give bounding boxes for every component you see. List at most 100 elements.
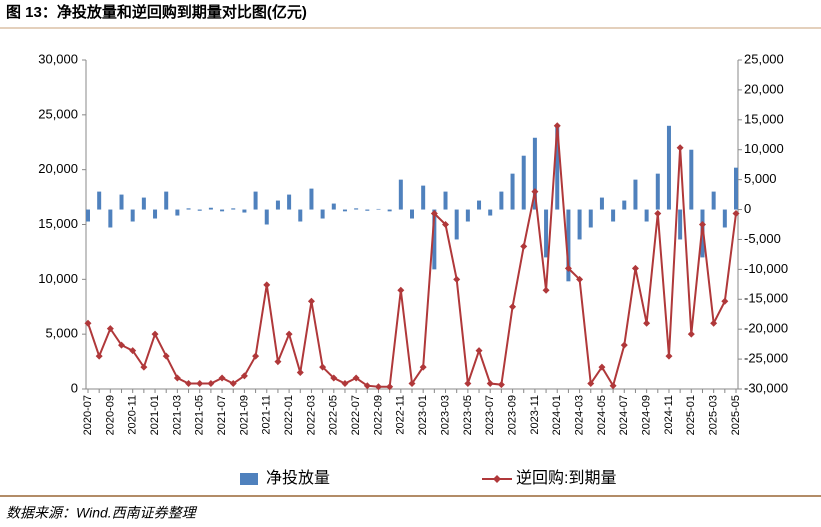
bar bbox=[644, 209, 649, 222]
y2-tick-label: -15,000 bbox=[744, 291, 788, 306]
x-tick-label: 2025-01 bbox=[685, 395, 697, 435]
line-marker bbox=[173, 374, 181, 382]
source: 数据来源：Wind.西南证券整理 bbox=[6, 505, 198, 521]
line-marker bbox=[274, 358, 282, 366]
x-tick-label: 2025-05 bbox=[730, 395, 742, 435]
bar bbox=[253, 191, 258, 210]
line-marker bbox=[687, 330, 695, 338]
line-marker bbox=[598, 363, 606, 371]
line-marker bbox=[497, 381, 505, 389]
line-marker bbox=[341, 380, 349, 388]
line-marker bbox=[576, 275, 584, 283]
bar bbox=[141, 197, 146, 210]
x-tick-label: 2020-09 bbox=[104, 395, 116, 435]
line-marker bbox=[218, 374, 226, 382]
x-tick-label: 2024-09 bbox=[641, 395, 653, 435]
bar bbox=[208, 207, 213, 210]
x-tick-label: 2024-07 bbox=[618, 395, 630, 435]
bar bbox=[398, 179, 403, 210]
x-tick-label: 2022-01 bbox=[283, 395, 295, 435]
x-tick-label: 2021-07 bbox=[216, 395, 228, 435]
bar bbox=[387, 209, 392, 212]
bar bbox=[622, 200, 627, 210]
line-marker bbox=[419, 363, 427, 371]
bar bbox=[264, 209, 269, 225]
bar bbox=[186, 208, 191, 210]
line-marker bbox=[307, 297, 315, 305]
x-tick-label: 2023-09 bbox=[506, 395, 518, 435]
bar bbox=[599, 197, 604, 210]
y2-tick-label: 20,000 bbox=[744, 81, 784, 96]
line-marker bbox=[453, 275, 461, 283]
line-marker bbox=[162, 352, 170, 360]
bar bbox=[354, 208, 359, 210]
y2-tick-label: -10,000 bbox=[744, 261, 788, 276]
bar bbox=[477, 200, 482, 210]
line-marker bbox=[330, 374, 338, 382]
line-marker bbox=[654, 210, 662, 218]
bar bbox=[108, 209, 113, 228]
line-marker bbox=[285, 330, 293, 338]
y2-tick-label: -5,000 bbox=[744, 231, 781, 246]
x-tick-label: 2022-09 bbox=[372, 395, 384, 435]
bar bbox=[86, 209, 90, 222]
bar bbox=[97, 191, 102, 210]
y2-tick-label: -25,000 bbox=[744, 351, 788, 366]
line-marker bbox=[609, 382, 617, 390]
line-marker bbox=[442, 221, 450, 228]
line-marker bbox=[665, 352, 673, 360]
line-marker bbox=[620, 341, 628, 349]
x-tick-label: 2021-01 bbox=[149, 395, 161, 435]
line-marker bbox=[185, 380, 193, 388]
bar bbox=[220, 209, 225, 212]
bar bbox=[532, 137, 537, 210]
line-marker bbox=[296, 369, 304, 377]
legend-swatch bbox=[240, 473, 258, 485]
line-marker bbox=[643, 319, 651, 327]
bar bbox=[454, 209, 459, 240]
bar bbox=[342, 209, 347, 212]
line-marker bbox=[564, 264, 572, 272]
bar bbox=[521, 155, 526, 210]
chart-title: 图 13：净投放量和逆回购到期量对比图(亿元) bbox=[6, 3, 307, 21]
bar bbox=[119, 194, 124, 210]
x-tick-label: 2023-07 bbox=[484, 395, 496, 435]
line-marker bbox=[587, 380, 595, 388]
x-tick-label: 2023-01 bbox=[417, 395, 429, 435]
line-marker bbox=[542, 286, 550, 294]
legend-label: 净投放量 bbox=[266, 469, 330, 487]
y2-tick-label: -30,000 bbox=[744, 380, 788, 395]
bar bbox=[510, 173, 515, 210]
bar bbox=[309, 188, 314, 210]
bar bbox=[153, 209, 158, 219]
line-marker bbox=[252, 352, 260, 360]
bar bbox=[320, 209, 325, 219]
bar bbox=[242, 209, 247, 213]
bar bbox=[499, 191, 504, 210]
x-tick-label: 2023-05 bbox=[462, 395, 474, 435]
x-tick-label: 2024-11 bbox=[663, 395, 675, 435]
legend-label: 逆回购:到期量 bbox=[516, 469, 616, 487]
x-tick-label: 2023-03 bbox=[439, 395, 451, 435]
line-marker bbox=[229, 380, 237, 388]
y-tick-label: 0 bbox=[71, 380, 78, 395]
line-marker bbox=[129, 347, 137, 355]
line-marker bbox=[486, 380, 494, 388]
y-tick-label: 20,000 bbox=[38, 161, 78, 176]
bar bbox=[566, 209, 571, 282]
bar bbox=[331, 203, 336, 210]
x-tick-label: 2024-05 bbox=[596, 395, 608, 435]
bar bbox=[287, 194, 292, 210]
x-tick-label: 2022-07 bbox=[350, 395, 362, 435]
bar bbox=[432, 209, 437, 270]
bar bbox=[633, 179, 638, 210]
x-tick-label: 2021-05 bbox=[194, 395, 206, 435]
bar bbox=[588, 209, 593, 228]
line-marker bbox=[95, 352, 103, 360]
bar bbox=[465, 209, 470, 222]
bar bbox=[298, 209, 303, 222]
line-marker bbox=[721, 297, 729, 305]
x-tick-label: 2022-11 bbox=[395, 395, 407, 435]
line-marker bbox=[408, 380, 416, 388]
